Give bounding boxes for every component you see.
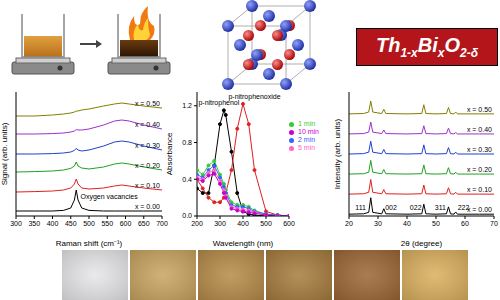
svg-text:600: 600 xyxy=(283,220,295,227)
svg-text:0.8: 0.8 xyxy=(182,139,192,146)
svg-text:50: 50 xyxy=(432,220,440,227)
svg-text:111: 111 xyxy=(355,204,366,211)
svg-text:x = 0.10: x = 0.10 xyxy=(467,186,492,193)
svg-text:Absorbance: Absorbance xyxy=(165,132,174,175)
svg-text:350: 350 xyxy=(28,220,40,227)
svg-text:x = 0.20: x = 0.20 xyxy=(135,162,160,169)
svg-text:600: 600 xyxy=(120,220,132,227)
html-text:1 min: 1 min xyxy=(298,120,316,127)
html-text:2 min: 2 min xyxy=(298,136,316,143)
svg-text:20: 20 xyxy=(345,220,353,227)
svg-text:x = 0.30: x = 0.30 xyxy=(467,146,492,153)
svg-text:022: 022 xyxy=(410,204,422,211)
svg-text:Wavelength (nm): Wavelength (nm) xyxy=(213,239,274,248)
svg-text:0.0: 0.0 xyxy=(182,212,192,219)
svg-text:0.4: 0.4 xyxy=(182,176,192,183)
svg-text:700: 700 xyxy=(156,220,168,227)
svg-text:1.2: 1.2 xyxy=(182,102,192,109)
svg-text:300: 300 xyxy=(10,220,22,227)
svg-text:400: 400 xyxy=(47,220,59,227)
html-text:5 min: 5 min xyxy=(298,144,316,151)
svg-text:650: 650 xyxy=(138,220,150,227)
svg-text:x = 0.50: x = 0.50 xyxy=(467,106,492,113)
svg-text:x = 0.40: x = 0.40 xyxy=(467,126,492,133)
svg-text:x = 0.10: x = 0.10 xyxy=(135,182,160,189)
svg-text:x = 0.00: x = 0.00 xyxy=(135,203,160,210)
svg-text:400: 400 xyxy=(237,220,249,227)
svg-text:311: 311 xyxy=(435,204,446,211)
svg-text:2θ (degree): 2θ (degree) xyxy=(401,239,443,248)
svg-text:p-nitrophenol: p-nitrophenol xyxy=(198,98,240,106)
svg-text:300: 300 xyxy=(214,220,226,227)
html-text:Th1-xBixO2-δ: Th1-xBixO2-δ xyxy=(376,34,478,60)
svg-text:40: 40 xyxy=(403,220,411,227)
svg-text:x = 0.20: x = 0.20 xyxy=(467,166,492,173)
svg-text:70: 70 xyxy=(490,220,498,227)
svg-text:x = 0.30: x = 0.30 xyxy=(135,142,160,149)
svg-text:30: 30 xyxy=(374,220,382,227)
svg-text:500: 500 xyxy=(83,220,95,227)
svg-text:550: 550 xyxy=(101,220,113,227)
svg-text:222: 222 xyxy=(458,204,470,211)
svg-text:500: 500 xyxy=(260,220,272,227)
svg-text:450: 450 xyxy=(65,220,77,227)
svg-text:200: 200 xyxy=(191,220,203,227)
html-text:10 min: 10 min xyxy=(298,128,319,135)
svg-text:x = 0.50: x = 0.50 xyxy=(135,100,160,107)
svg-text:002: 002 xyxy=(385,204,397,211)
svg-text:x = 0.40: x = 0.40 xyxy=(135,121,160,128)
svg-text:Raman shift (cm⁻¹): Raman shift (cm⁻¹) xyxy=(56,239,123,248)
svg-text:Signal (arb. units): Signal (arb. units) xyxy=(0,122,9,185)
svg-text:Intensity (arb. units): Intensity (arb. units) xyxy=(333,119,342,190)
svg-text:60: 60 xyxy=(461,220,469,227)
svg-text:x = 0.00: x = 0.00 xyxy=(467,206,492,213)
svg-text:p-nitrophenoxide: p-nitrophenoxide xyxy=(228,93,280,101)
svg-text:Oxygen vacancies: Oxygen vacancies xyxy=(80,193,138,201)
